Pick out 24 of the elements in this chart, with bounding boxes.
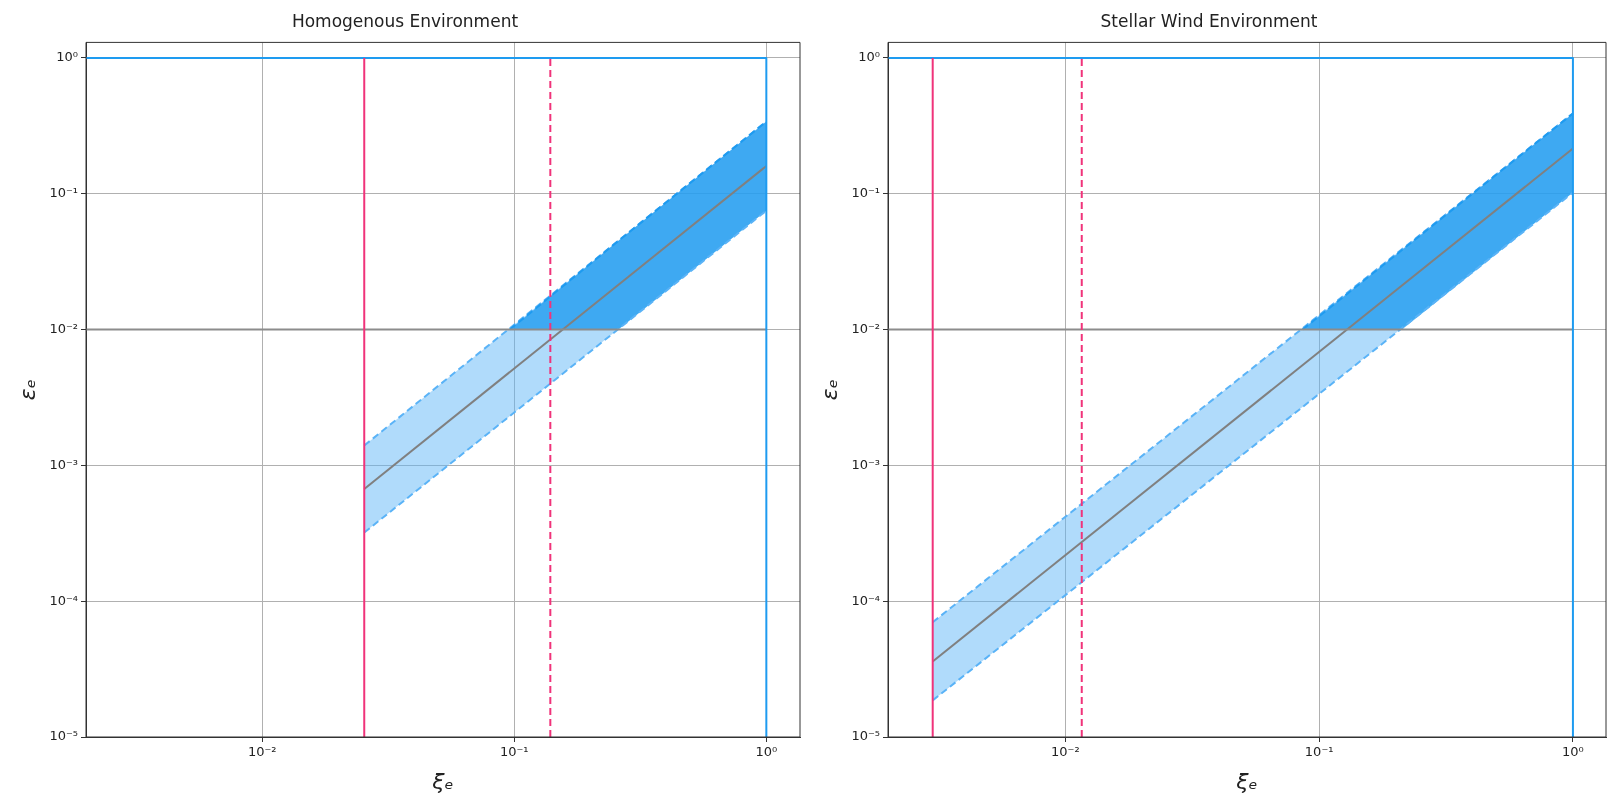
y-tick-label: 10⁻⁴ — [851, 592, 881, 608]
y-tick-label: 10⁰ — [858, 49, 881, 65]
x-tick-label: 10⁻¹ — [499, 744, 529, 760]
x-tick-label: 10⁰ — [1562, 744, 1584, 760]
x-tick-label: 10⁰ — [755, 744, 778, 760]
y-tick-label: 10⁻⁵ — [851, 728, 881, 744]
chart-title: Homogenous Environment — [291, 10, 519, 31]
chart-title: Stellar Wind Environment — [1100, 10, 1318, 31]
y-tick-label: 10⁻¹ — [49, 185, 79, 201]
y-tick-label: 10⁻⁴ — [49, 592, 79, 608]
x-axis-title: ξₑ — [1235, 768, 1258, 794]
x-axis-title: ξₑ — [431, 768, 454, 794]
y-tick-label: 10⁻² — [49, 320, 79, 336]
x-tick-label: 10⁻¹ — [1304, 744, 1334, 760]
y-tick-label: 10⁻¹ — [851, 185, 881, 201]
y-tick-label: 10⁻² — [851, 320, 881, 336]
x-tick-label: 10⁻² — [247, 744, 277, 760]
y-axis-title: εₑ — [14, 379, 40, 401]
y-tick-label: 10⁻⁵ — [49, 728, 79, 744]
y-axis-title: εₑ — [816, 379, 842, 401]
y-tick-label: 10⁰ — [56, 49, 79, 65]
x-tick-label: 10⁻² — [1051, 744, 1080, 760]
y-tick-label: 10⁻³ — [851, 456, 881, 472]
y-tick-label: 10⁻³ — [49, 456, 79, 472]
